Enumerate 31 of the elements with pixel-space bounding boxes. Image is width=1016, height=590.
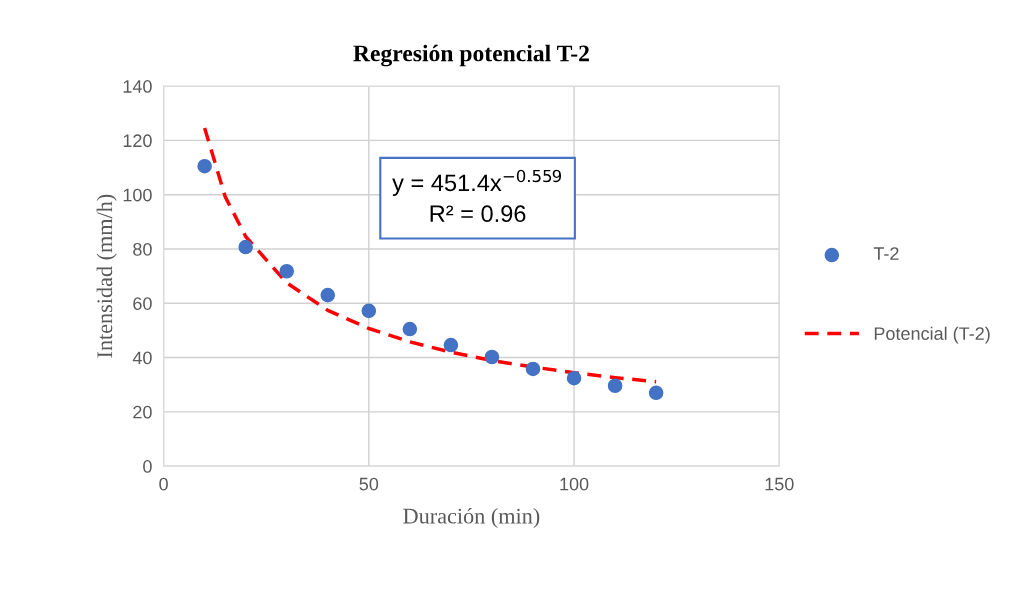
y-tick-label: 40 [132,351,152,365]
y-tick-label: 0 [143,460,152,473]
point [320,287,336,303]
point [279,263,294,279]
y-tick-label: 100 [123,188,152,202]
legend-label: T-2 [873,247,899,260]
point [361,303,377,319]
point [443,337,459,353]
point [648,385,664,401]
x-tick-label: 0 [159,477,168,491]
y-tick-label: 20 [133,405,152,419]
y-tick-label: 140 [123,80,152,93]
point [566,370,582,386]
point [197,158,212,174]
point [607,378,623,394]
y-tick-label: 120 [123,134,152,148]
annotation: y = 451.4x$^{−0.559}$ [392,169,562,196]
x-tick-label: 150 [765,477,794,491]
x-tick-label: 100 [560,477,589,491]
y-axis-title: Intensidad (mm/h) [96,194,117,358]
legend-label: Potencial (T-2) [874,326,990,344]
x-tick-label: 50 [359,477,379,491]
point [525,361,541,377]
annotation: R² = 0.96 [430,205,526,223]
point [402,321,418,337]
y-tick-label: 80 [133,242,152,256]
x-axis-title: Duración (min) [403,507,540,529]
chart-title: Regresión potencial T-2 [353,44,589,67]
y-tick-label: 60 [133,297,152,310]
point [484,349,500,365]
point [238,239,253,255]
